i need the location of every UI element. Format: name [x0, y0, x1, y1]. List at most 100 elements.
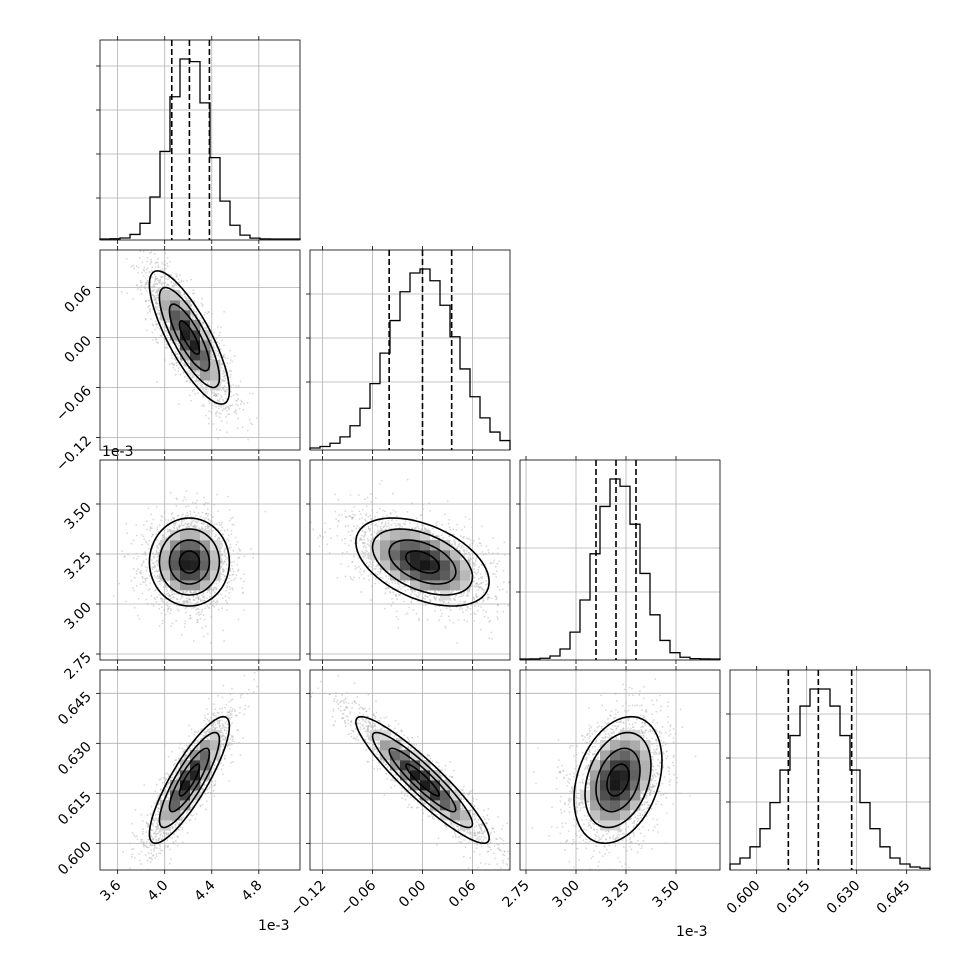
scatter-point [142, 561, 145, 564]
scatter-point [218, 416, 221, 418]
scatter-point [217, 608, 220, 611]
scatter-point [221, 568, 224, 570]
scatter-point [132, 589, 135, 592]
scatter-point [164, 281, 167, 284]
scatter-point [214, 395, 217, 397]
scatter-point [151, 286, 154, 289]
scatter-point [158, 624, 161, 627]
scatter-point [158, 603, 160, 606]
scatter-point [215, 415, 218, 417]
scatter-point [189, 590, 192, 592]
scatter-point [145, 541, 148, 544]
scatter-point [166, 610, 169, 613]
scatter-point [225, 388, 228, 391]
scatter-point [237, 417, 240, 420]
scatter-point [140, 569, 143, 572]
scatter-point [152, 533, 155, 536]
scatter-point [184, 522, 187, 524]
scatter-point [204, 311, 207, 314]
scatter-point [228, 370, 231, 372]
scatter-point [229, 569, 232, 571]
scatter-point [163, 534, 166, 537]
scatter-point [162, 601, 165, 603]
scatter-point [201, 608, 204, 611]
scatter-point [172, 517, 175, 520]
scatter-point [205, 380, 208, 383]
scatter-point [185, 526, 188, 528]
scatter-point [217, 352, 220, 355]
scatter-point [143, 552, 145, 555]
scatter-point [182, 600, 185, 603]
scatter-point [221, 607, 224, 610]
scatter-point [190, 523, 193, 525]
scatter-point [146, 280, 149, 282]
scatter-point [226, 586, 228, 589]
scatter-point [133, 576, 136, 579]
scatter-point [152, 284, 155, 286]
scatter-point [139, 250, 142, 253]
scatter-point [482, 597, 485, 600]
scatter-point [154, 328, 157, 331]
scatter-point [220, 420, 223, 423]
scatter-point [183, 293, 185, 296]
scatter-point [192, 519, 195, 522]
scatter-point [222, 387, 225, 389]
scatter-point [135, 552, 138, 555]
scatter-point [152, 552, 155, 555]
scatter-point [207, 502, 210, 504]
scatter-point [156, 294, 159, 297]
scatter-point [140, 292, 143, 295]
scatter-point [242, 592, 245, 595]
density-cell [200, 370, 211, 381]
scatter-point [212, 344, 215, 347]
scatter-point [208, 311, 211, 314]
scatter-point [174, 359, 177, 361]
scatter-point [226, 495, 229, 498]
scatter-point [367, 539, 370, 542]
density-cell [170, 560, 181, 571]
scatter-point [137, 246, 139, 248]
scatter-point [170, 518, 173, 521]
scatter-point [221, 545, 224, 548]
scatter-point [222, 573, 224, 576]
scatter-point [156, 308, 159, 311]
density-cell [180, 340, 191, 351]
scatter-point [154, 295, 156, 297]
scatter-point [155, 261, 158, 264]
scatter-point [218, 537, 221, 540]
scatter-point [169, 598, 172, 600]
scatter-point [210, 588, 213, 591]
scatter-point [150, 513, 152, 516]
scatter-point [185, 514, 187, 517]
scatter-point [151, 572, 154, 575]
scatter-point [112, 595, 115, 597]
scatter-point [200, 610, 203, 613]
scatter-point [496, 552, 499, 555]
scatter-point [153, 298, 156, 301]
scatter-point [155, 559, 158, 562]
scatter-point [234, 385, 237, 387]
scatter-point [169, 274, 172, 277]
scatter-point [177, 278, 180, 281]
density-cell [180, 530, 191, 541]
scatter-point [231, 404, 234, 407]
scatter-point [151, 559, 153, 562]
scatter-point [162, 282, 165, 285]
scatter-point [160, 283, 163, 286]
scatter-point [223, 579, 225, 582]
scatter-point [160, 597, 162, 600]
scatter-point [157, 264, 160, 267]
scatter-point [220, 367, 223, 369]
density-cell [160, 300, 171, 311]
scatter-point [202, 403, 205, 406]
scatter-point [176, 608, 179, 611]
scatter-point [222, 629, 224, 632]
scatter-point [429, 509, 431, 512]
scatter-point [173, 363, 176, 365]
scatter-point [144, 318, 147, 321]
scatter-point [235, 403, 237, 406]
scatter-point [179, 597, 182, 600]
scatter-point [173, 596, 176, 599]
scatter-point [201, 594, 204, 597]
scatter-point [228, 408, 231, 411]
